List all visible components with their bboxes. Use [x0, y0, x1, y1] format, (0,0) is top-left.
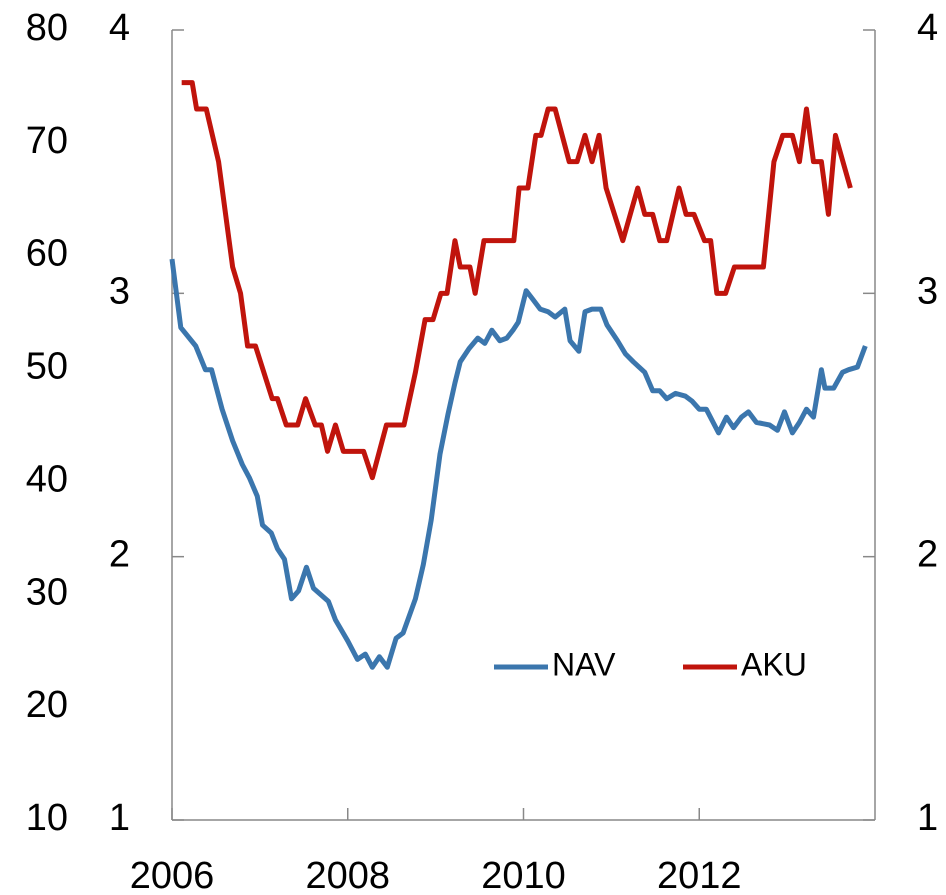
y-tick-label: 4 [109, 7, 130, 49]
y2-tick-label: 10 [26, 797, 68, 839]
y2-tick-label: 50 [26, 346, 68, 388]
y-tick-label-right: 1 [917, 797, 938, 839]
y-tick-label-right: 2 [917, 534, 938, 576]
y-tick-label-right: 3 [917, 270, 938, 312]
y2-tick-label: 30 [26, 571, 68, 613]
y2-tick-label: 80 [26, 7, 68, 49]
y2-tick-label: 60 [26, 233, 68, 275]
x-tick-label: 2010 [481, 855, 566, 895]
y-tick-label-right: 4 [917, 7, 938, 49]
x-tick-label: 2006 [130, 855, 215, 895]
x-tick-label: 2008 [305, 855, 390, 895]
legend-label: AKU [741, 646, 807, 682]
y2-tick-label: 20 [26, 684, 68, 726]
y2-tick-label: 40 [26, 458, 68, 500]
y-tick-label: 3 [109, 270, 130, 312]
x-tick-label: 2012 [657, 855, 742, 895]
series-line [181, 80, 853, 481]
y-tick-label: 2 [109, 534, 130, 576]
y-tick-label: 1 [109, 797, 130, 839]
legend-label: NAV [552, 646, 616, 682]
y2-tick-label: 70 [26, 120, 68, 162]
series-line [169, 258, 868, 670]
